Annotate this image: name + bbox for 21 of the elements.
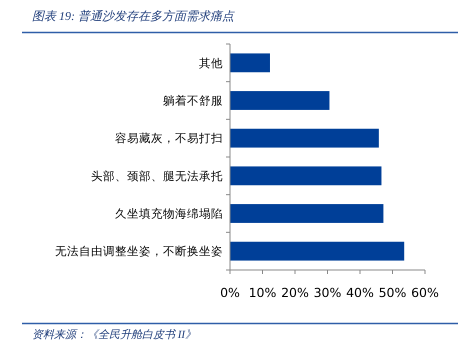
x-tick-label: 60% bbox=[411, 285, 440, 300]
x-tick-label: 20% bbox=[281, 285, 310, 300]
bar bbox=[230, 128, 379, 148]
x-tick-label: 10% bbox=[248, 285, 277, 300]
bar bbox=[230, 91, 330, 110]
y-tick-label: 其他 bbox=[199, 56, 223, 70]
bar bbox=[230, 166, 382, 186]
y-tick-label: 久坐填充物海绵塌陷 bbox=[115, 206, 223, 220]
x-tick-label: 0% bbox=[220, 285, 240, 300]
x-tick-label: 30% bbox=[314, 285, 342, 300]
text: 资料来源：《全民升舱白皮书 II》 bbox=[32, 328, 196, 341]
y-tick-label: 无法自由调整坐姿，不断换坐姿 bbox=[55, 245, 223, 258]
y-tick-label: 头部、颈部、腿无法承托 bbox=[91, 168, 223, 183]
bar bbox=[230, 204, 384, 223]
y-tick-label: 容易藏灰，不易打扫 bbox=[115, 131, 223, 146]
x-tick-label: 40% bbox=[346, 285, 374, 300]
x-tick-label: 50% bbox=[378, 285, 407, 300]
bar bbox=[230, 242, 404, 261]
text: 图表 19: 普通沙发存在多方面需求痛点 bbox=[32, 9, 235, 23]
bar bbox=[230, 53, 270, 72]
y-tick-label: 躺着不舒服 bbox=[163, 94, 223, 108]
